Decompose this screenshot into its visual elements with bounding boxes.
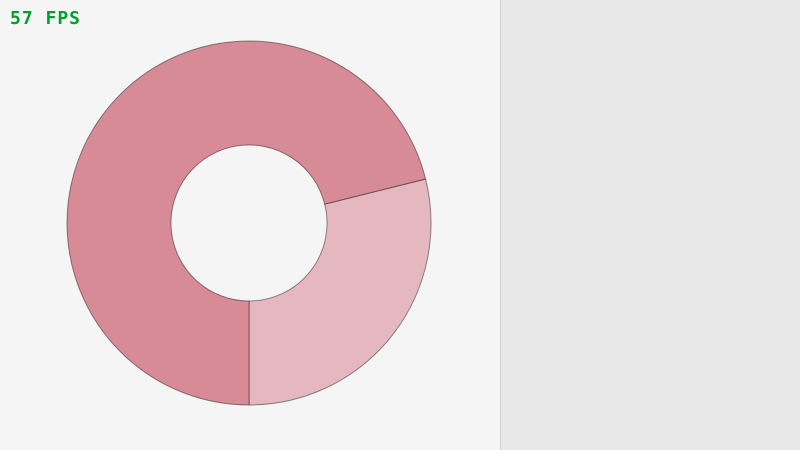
single-pass-sector: [248, 178, 432, 406]
controls-panel: StartAngle -255.00 EndAngle 360.00 Inner…: [500, 0, 800, 450]
ring-canvas: [66, 40, 432, 406]
double-pass-sector: [66, 40, 427, 406]
fps-counter: 57 FPS: [10, 8, 82, 29]
